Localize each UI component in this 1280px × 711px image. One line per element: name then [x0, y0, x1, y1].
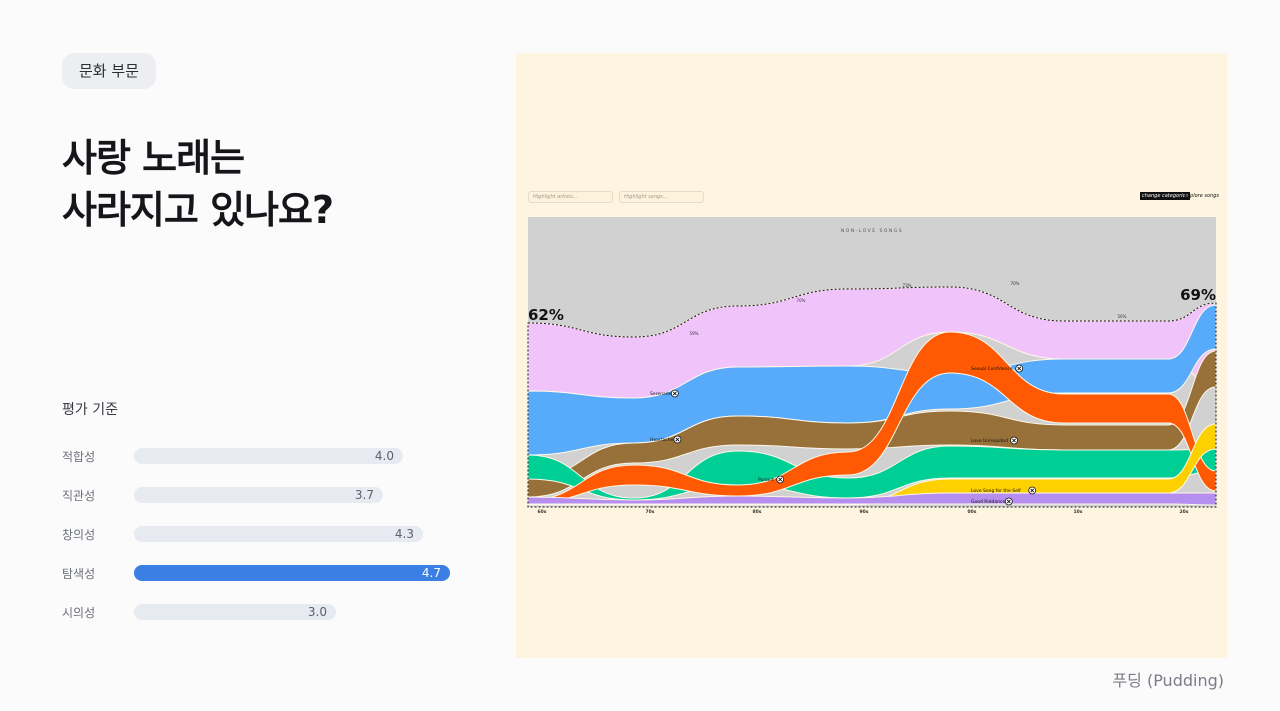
decade-tick-label: 90s [860, 509, 869, 515]
love-song-outline [527, 286, 1217, 508]
visualization-panel: Highlight artists... Highlight songs... … [516, 53, 1227, 658]
song-callout[interactable]: Heartache [650, 435, 682, 444]
song-callout[interactable]: Pursuit [758, 475, 785, 484]
criterion-row: 직관성 3.7 [62, 485, 442, 505]
highlight-songs-input[interactable]: Highlight songs... [619, 191, 704, 203]
criterion-score-bar: 4.7 [134, 565, 450, 581]
chart-annotations: NON-LOVE SONGS 62% 69% 59% 70% 73% 70% 56% 60s 70… [527, 228, 1217, 515]
title-line-1: 사랑 노래는 [62, 136, 245, 180]
decade-percent: 73% [903, 283, 912, 288]
criterion-score-bar: 3.7 [134, 487, 383, 503]
song-callout[interactable]: Sexual Confidence [971, 364, 1024, 373]
title-line-2: 사라지고 있나요? [62, 188, 334, 232]
criterion-score-bar: 3.0 [134, 604, 336, 620]
close-icon-glyph [1030, 488, 1035, 493]
criterion-score-value: 3.7 [354, 488, 374, 502]
song-callout[interactable]: Serenade [650, 389, 679, 398]
close-icon-glyph [672, 391, 677, 396]
song-callout[interactable]: Good Riddance [971, 497, 1013, 506]
decade-tick-label: 10s [1074, 509, 1083, 515]
criterion-score-value: 3.0 [307, 605, 327, 619]
criterion-score-value: 4.0 [374, 449, 394, 463]
purple-stream[interactable] [527, 492, 1217, 506]
criterion-row: 탐색성 4.7 [62, 563, 450, 583]
decade-tick-label: 70s [646, 509, 655, 515]
song-callout-label: Pursuit [758, 477, 774, 483]
song-callout-label: Good Riddance [971, 499, 1005, 505]
non-love-label: NON-LOVE SONGS [841, 228, 903, 234]
close-icon-glyph [778, 477, 783, 482]
page-title: 사랑 노래는 사라지고 있나요? [62, 132, 334, 236]
criterion-score-value: 4.7 [421, 566, 441, 580]
close-icon-glyph [675, 437, 680, 442]
criterion-label: 적합성 [62, 450, 96, 464]
decade-tick-label: 20s [1180, 509, 1189, 515]
change-categories-button[interactable]: change categories [1140, 192, 1191, 200]
decade-percent: 59% [690, 331, 699, 336]
highlight-artists-input[interactable]: Highlight artists... [528, 191, 613, 203]
song-callout-label: Heartache [650, 437, 674, 443]
criterion-score-bar: 4.0 [134, 448, 403, 464]
explore-songs-button[interactable]: explore songs [1184, 193, 1219, 199]
stream-chart: NON-LOVE SONGS 62% 69% 59% 70% 73% 70% 56% 60s 70… [527, 217, 1217, 515]
end-percent: 69% [1180, 286, 1216, 304]
criterion-label: 직관성 [62, 489, 96, 503]
source-credit: 푸딩 (Pudding) [1112, 671, 1224, 690]
close-icon-glyph [1006, 499, 1011, 504]
criterion-score-value: 4.3 [394, 527, 414, 541]
song-callout[interactable]: Love Unrequited [971, 436, 1018, 445]
song-callout[interactable]: Love Song for the Self [971, 486, 1037, 495]
criterion-row: 적합성 4.0 [62, 446, 442, 466]
category-tag: 문화 부문 [62, 53, 156, 89]
decade-tick-label: 60s [538, 509, 547, 515]
song-callout-label: Love Song for the Self [971, 488, 1021, 494]
song-callout-label: Love Unrequited [971, 438, 1008, 444]
song-callout-label: Sexual Confidence [971, 366, 1013, 372]
decade-tick-label: 00s [968, 509, 977, 515]
criterion-label: 탐색성 [62, 567, 96, 581]
close-icon-glyph [1012, 438, 1016, 443]
close-icon-glyph [1017, 366, 1022, 371]
song-callout-label: Serenade [650, 391, 672, 397]
criterion-label: 시의성 [62, 606, 96, 620]
decade-percent: 70% [797, 298, 806, 303]
decade-percent: 70% [1011, 281, 1020, 286]
criterion-label: 창의성 [62, 528, 96, 542]
decade-percent: 56% [1118, 314, 1127, 319]
criteria-heading: 평가 기준 [62, 402, 118, 418]
criterion-row: 창의성 4.3 [62, 524, 442, 544]
start-percent: 62% [528, 306, 564, 324]
criterion-score-bar: 4.3 [134, 526, 423, 542]
criterion-row: 시의성 3.0 [62, 602, 442, 622]
decade-tick-label: 80s [753, 509, 762, 515]
